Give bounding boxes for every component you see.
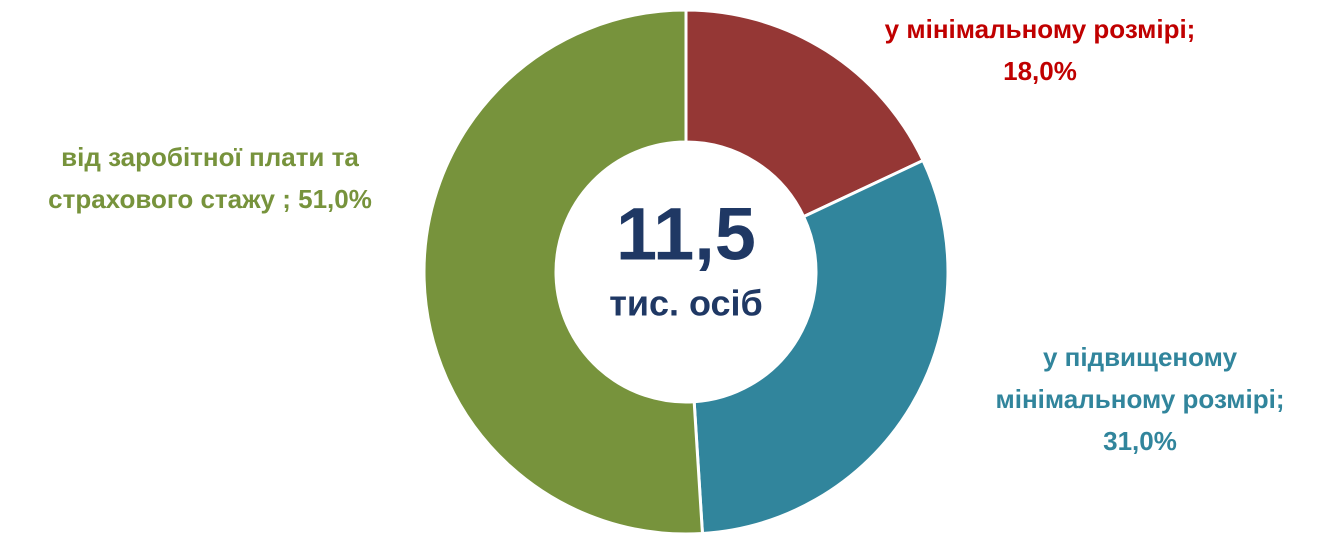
- category-label: від заробітної плати та страхового стажу…: [48, 142, 359, 214]
- slice-label: у мінімальному розмірі; 18,0%: [830, 8, 1250, 92]
- donut-slice: [422, 8, 705, 535]
- value-label: 18,0%: [1003, 56, 1077, 86]
- donut-slice: [684, 8, 926, 219]
- value-label: 31,0%: [1103, 426, 1177, 456]
- center-subtext: тис. осіб: [609, 283, 763, 324]
- category-label: у мінімальному розмірі;: [884, 14, 1196, 44]
- value-label: 51,0%: [298, 184, 372, 214]
- slice-label: від заробітної плати та страхового стажу…: [5, 136, 415, 220]
- slice-label: у підвищеному мінімальному розмірі; 31,0…: [955, 336, 1325, 462]
- donut-slice: [692, 158, 950, 535]
- center-value: 11,5: [616, 193, 756, 276]
- category-label: у підвищеному мінімальному розмірі;: [995, 342, 1285, 414]
